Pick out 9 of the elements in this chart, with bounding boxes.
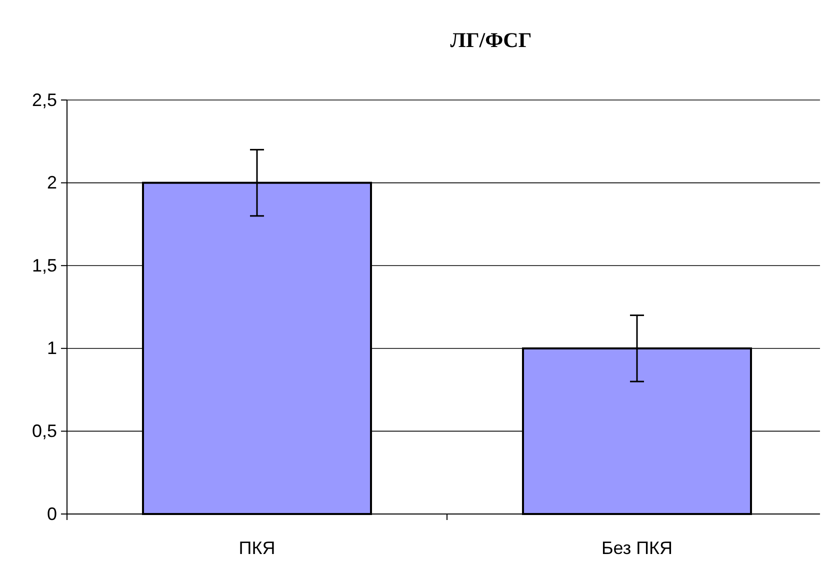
x-tick-label: Без ПКЯ bbox=[601, 538, 673, 558]
y-tick-label: 0 bbox=[46, 504, 57, 524]
y-tick-label: 1,5 bbox=[32, 255, 57, 276]
y-tick-label: 2,5 bbox=[32, 90, 57, 110]
y-tick-label: 0,5 bbox=[32, 420, 57, 441]
chart-title: ЛГ/ФСГ bbox=[450, 28, 532, 52]
y-tick-label: 2 bbox=[46, 172, 57, 193]
y-tick-label: 1 bbox=[46, 338, 57, 358]
x-tick-label: ПКЯ bbox=[238, 538, 276, 558]
